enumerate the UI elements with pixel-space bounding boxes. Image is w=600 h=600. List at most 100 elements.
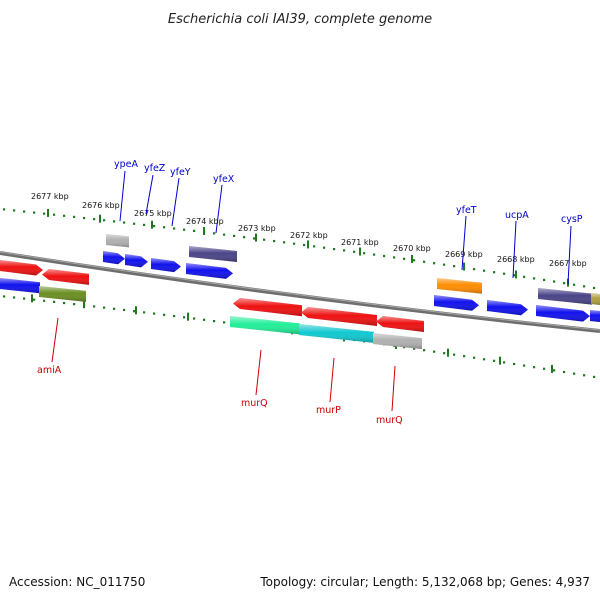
scale-dot <box>513 274 516 277</box>
scale-dot <box>263 238 266 241</box>
scale-dot <box>423 349 426 352</box>
scale-label: 2674 kbp <box>186 217 224 226</box>
scale-dot <box>63 214 66 217</box>
map-title: Escherichia coli IAI39, complete genome <box>168 12 432 27</box>
scale-dot <box>213 232 216 235</box>
gene-label-yfeY[interactable]: yfeY <box>170 167 191 178</box>
scale-dot <box>103 219 106 222</box>
scale-dot <box>303 243 306 247</box>
accession-text: Accession: NC_011750 <box>9 575 145 589</box>
scale-major-tick <box>187 312 189 321</box>
gene-label-ucpA[interactable]: ucpA <box>505 210 529 221</box>
scale-dot <box>153 224 156 228</box>
scale-dot <box>513 362 516 366</box>
gene-label-murQ[interactable]: murQ <box>241 398 268 409</box>
gene-label-amiA[interactable]: amiA <box>37 365 62 376</box>
scale-dot <box>33 211 36 214</box>
scale-dot <box>23 210 26 213</box>
scale-dot <box>533 277 536 280</box>
scale-dot <box>103 306 106 309</box>
scale-dot <box>123 308 126 312</box>
scale-label: 2671 kbp <box>341 238 379 247</box>
scale-dot <box>93 305 96 308</box>
scale-dot <box>483 358 486 361</box>
gene-label-yfeT[interactable]: yfeT <box>456 205 477 216</box>
scale-major-tick <box>447 348 449 357</box>
scale-dot <box>523 275 526 278</box>
gene-label-yfeX[interactable]: yfeX <box>213 174 235 185</box>
scale-major-tick <box>47 208 49 217</box>
gene-label-murP[interactable]: murP <box>316 405 341 416</box>
scale-dot <box>163 226 166 229</box>
scale-dot <box>323 246 326 249</box>
gene-label-cysP[interactable]: cysP <box>561 214 583 225</box>
bottom-label-leaders <box>51 317 396 412</box>
scale-dot <box>593 286 596 290</box>
scale-dot <box>583 285 586 288</box>
scale-label: 2667 kbp <box>549 259 587 268</box>
gene-label-murQ-2[interactable]: murQ <box>376 415 403 426</box>
scale-dot <box>173 227 176 230</box>
scale-dot <box>443 263 446 266</box>
scale-dot <box>573 372 576 375</box>
scale-label: 2668 kbp <box>497 255 535 264</box>
scale-dot <box>333 247 336 251</box>
scale-label: 2677 kbp <box>31 192 69 201</box>
scale-dot <box>13 296 16 299</box>
scale-dot <box>433 350 436 353</box>
leader-line <box>51 317 59 363</box>
scale-dot <box>423 260 426 263</box>
leader-line <box>391 365 396 412</box>
scale-dot <box>373 253 376 256</box>
scale-major-tick <box>99 214 101 223</box>
gene-label-yfeZ[interactable]: yfeZ <box>144 163 166 174</box>
gene-label-ypeA[interactable]: ypeA <box>114 159 138 170</box>
gene-features <box>0 234 600 350</box>
scale-dot <box>203 318 206 321</box>
scale-dot <box>573 283 576 286</box>
gene-feature-shading <box>189 246 237 263</box>
scale-dot <box>23 297 26 300</box>
scale-dot <box>543 367 546 370</box>
scale-major-tick <box>551 364 553 373</box>
scale-dot <box>273 239 276 243</box>
leader-line <box>255 349 262 396</box>
scale-dot <box>523 364 526 367</box>
scale-dot <box>383 254 386 258</box>
scale-dot <box>493 271 496 274</box>
scale-dot <box>13 209 16 212</box>
gene-feature-shading <box>301 307 377 326</box>
scale-dot <box>473 268 476 271</box>
scale-dot <box>583 374 586 377</box>
gene-feature-shading <box>437 278 482 294</box>
scale-dot <box>3 295 6 298</box>
scale-dot <box>453 353 456 356</box>
scale-dot <box>293 242 296 245</box>
gene-feature-shading <box>233 298 302 317</box>
scale-dot <box>183 228 186 231</box>
gene-feature-shading <box>106 234 129 248</box>
scale-labels: 2677 kbp 2676 kbp 2675 kbp 2674 kbp 2673… <box>31 192 587 268</box>
scale-dot <box>163 313 166 316</box>
gene-feature-shading <box>590 310 600 323</box>
genome-backbone-highlight <box>0 251 600 331</box>
scale-label: 2673 kbp <box>238 224 276 233</box>
scale-label: 2670 kbp <box>393 244 431 253</box>
scale-dot <box>173 314 176 318</box>
leader-line <box>119 170 126 222</box>
gene-feature-shading <box>151 258 181 273</box>
leader-line <box>512 220 517 279</box>
scale-dot <box>353 250 356 253</box>
scale-dot <box>113 307 116 310</box>
scale-major-tick <box>203 227 205 236</box>
scale-dot <box>413 259 416 262</box>
scale-dot <box>503 272 506 275</box>
scale-major-tick <box>307 240 309 249</box>
gene-feature-shading <box>591 293 600 305</box>
scale-label: 2675 kbp <box>134 209 172 218</box>
scale-dot <box>133 310 136 313</box>
scale-major-tick <box>151 220 153 229</box>
scale-dot <box>503 361 506 364</box>
scale-dot <box>403 257 406 260</box>
